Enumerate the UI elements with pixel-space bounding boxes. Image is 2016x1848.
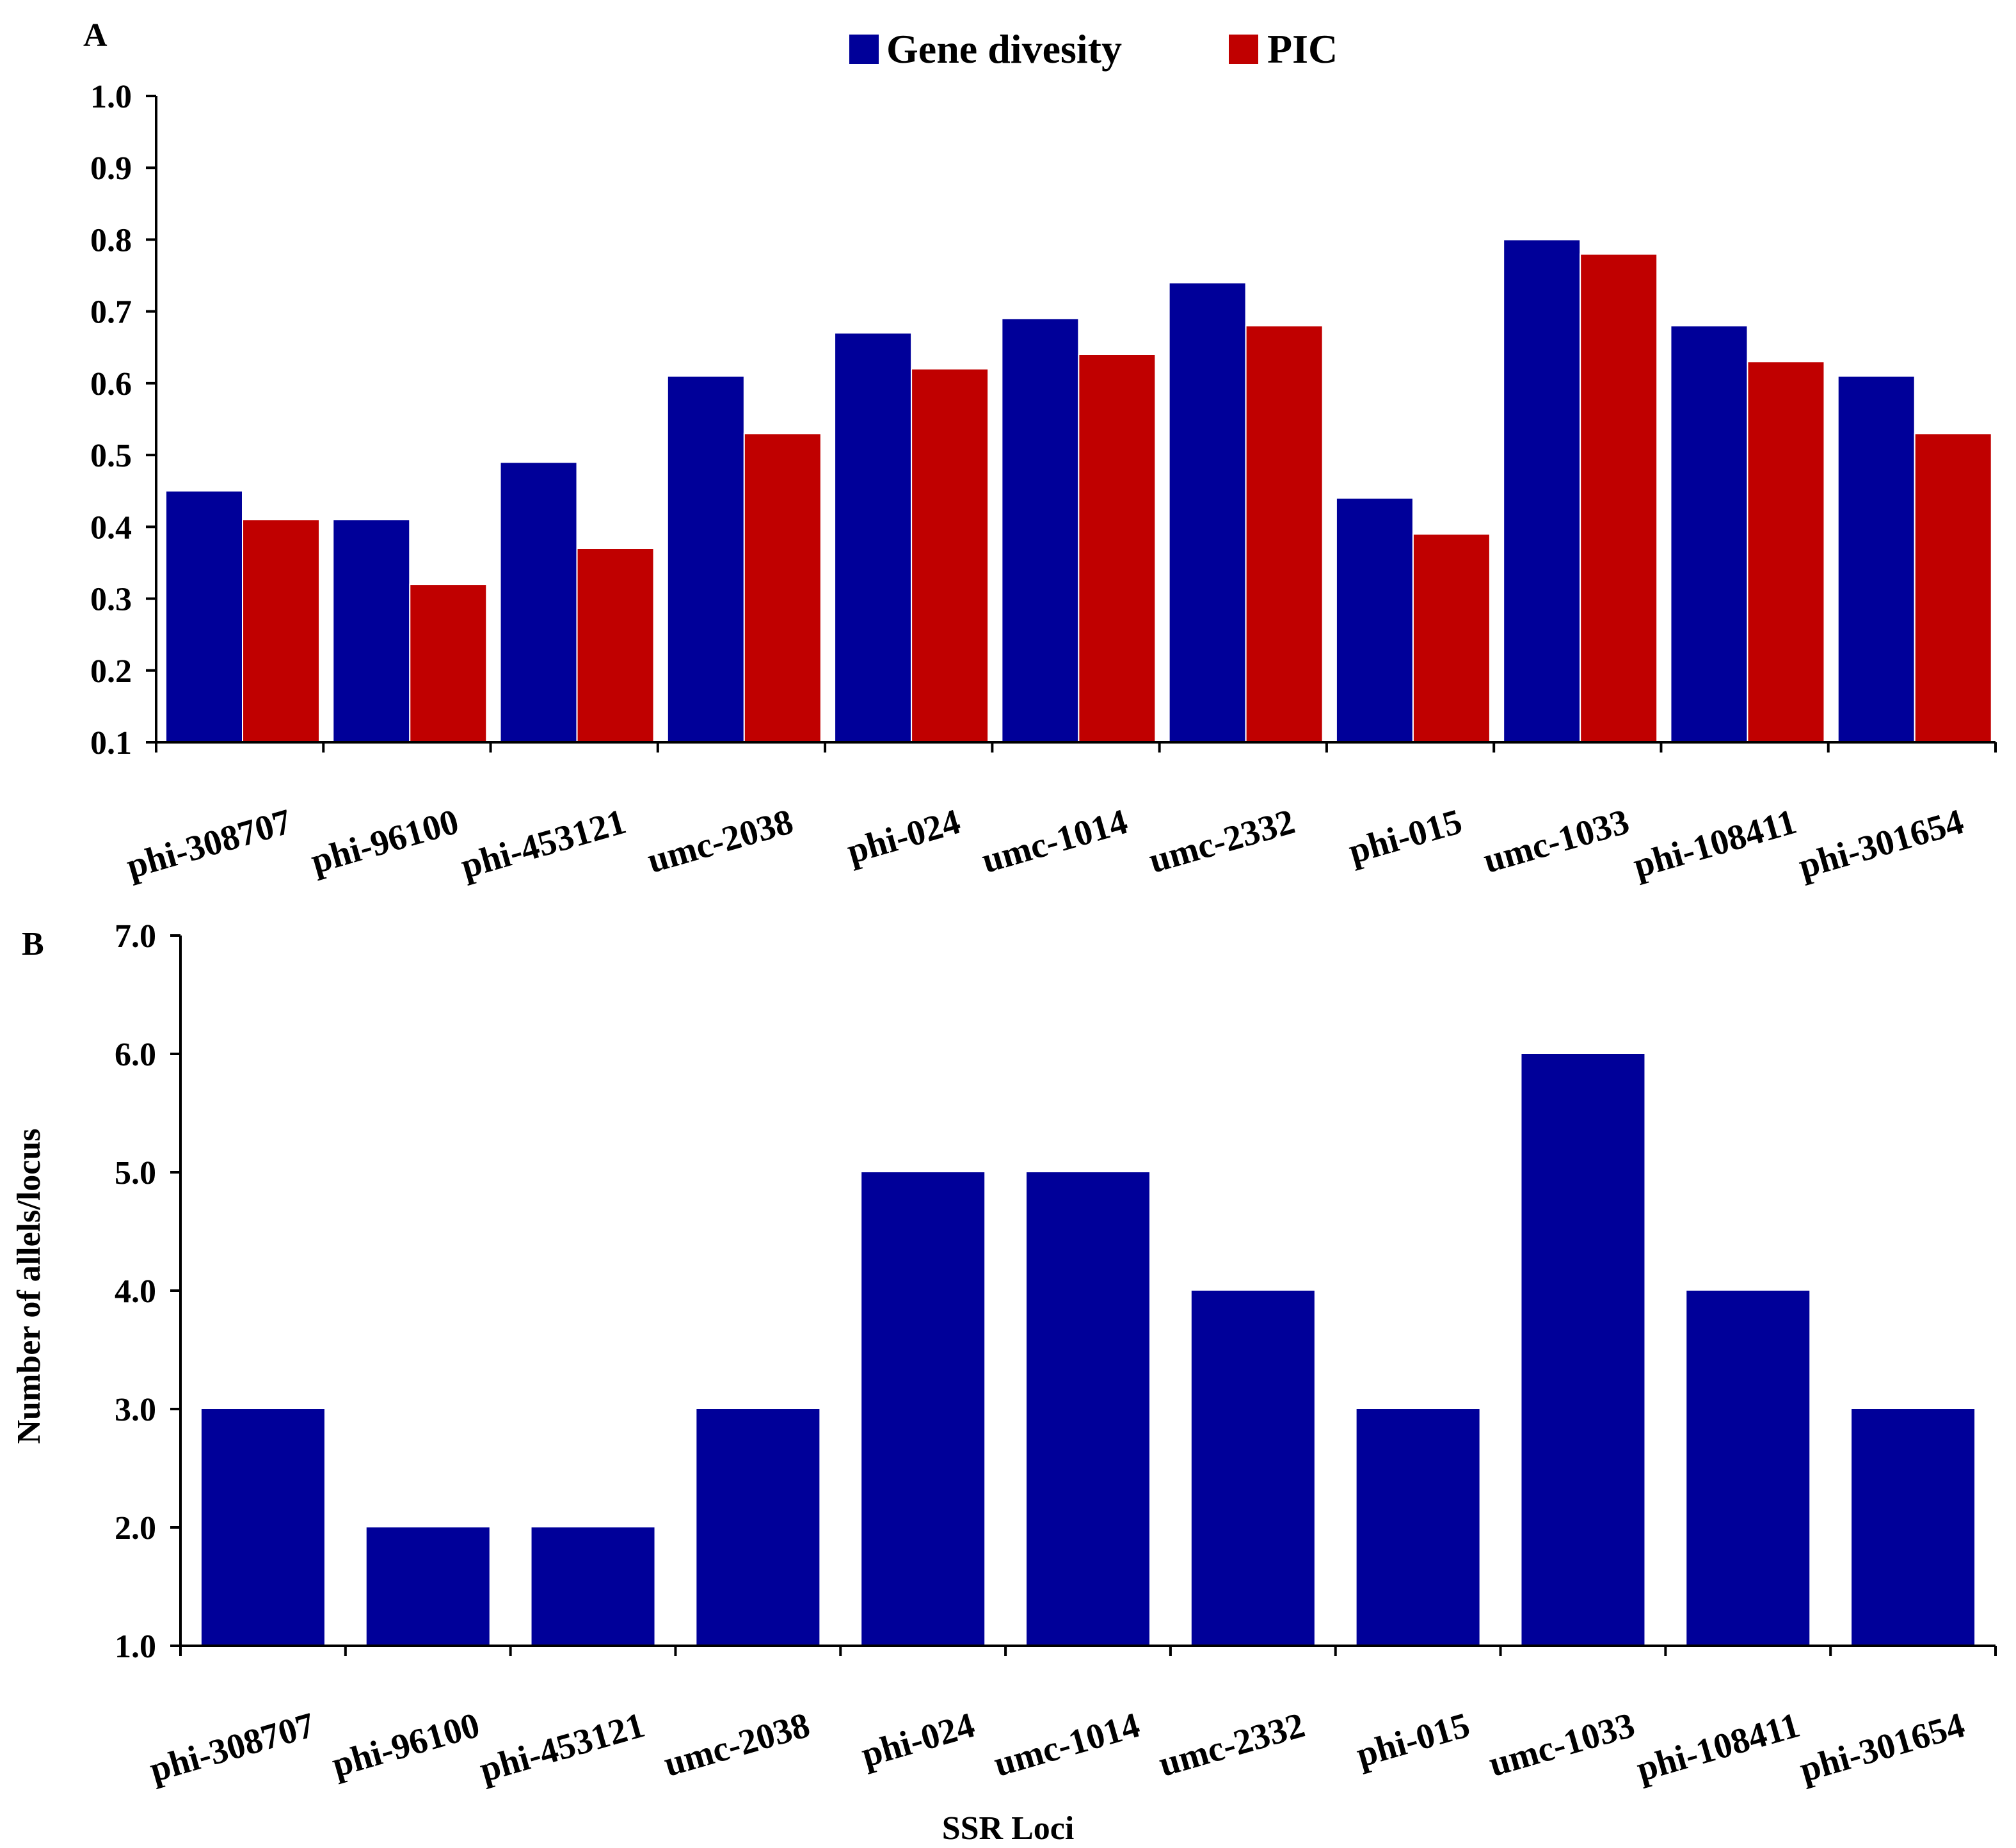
bar-gene-diversity-phi-301654 xyxy=(1837,375,1916,743)
y-tick-label: 1.0 xyxy=(115,1629,156,1665)
bar-pic-phi-96100 xyxy=(409,584,488,743)
bar-gene-diversity-phi-308707 xyxy=(165,490,243,743)
bar-alleles-umc-1033 xyxy=(1521,1054,1645,1646)
x-tick-label-phi-108411: phi-108411 xyxy=(1629,802,1800,886)
bar-alleles-umc-2038 xyxy=(696,1409,820,1646)
x-tick-label-phi-96100: phi-96100 xyxy=(328,1705,484,1785)
x-tick-label-umc-2332: umc-2332 xyxy=(1145,802,1299,881)
bar-pic-phi-015 xyxy=(1412,533,1491,743)
bar-pic-umc-1014 xyxy=(1078,354,1156,743)
y-tick-label: 0.9 xyxy=(90,150,132,187)
y-tick-label: 0.3 xyxy=(90,582,132,618)
y-tick-label: 0.6 xyxy=(90,366,132,402)
bar-pic-umc-2332 xyxy=(1245,325,1324,744)
legend: Gene divesity PIC xyxy=(849,26,1338,72)
panel-b-letter: B xyxy=(22,926,44,962)
x-tick-label-umc-2332: umc-2332 xyxy=(1155,1705,1309,1785)
y-tick-label: 3.0 xyxy=(115,1392,156,1428)
x-tick-label-phi-96100: phi-96100 xyxy=(307,802,463,882)
bar-alleles-phi-015 xyxy=(1356,1409,1480,1646)
panel-b-chart: B SSR Loci Number of allels/locus 1.0 2.0… xyxy=(11,918,1997,1847)
x-axis-title: SSR Loci xyxy=(942,1810,1075,1847)
x-tick-label-umc-1014: umc-1014 xyxy=(977,802,1132,881)
bar-gene-diversity-phi-96100 xyxy=(332,519,411,743)
bar-gene-diversity-umc-2038 xyxy=(666,375,745,743)
x-tick-label-phi-453121: phi-453121 xyxy=(476,1705,649,1790)
bar-pic-phi-108411 xyxy=(1747,361,1825,743)
y-tick-label: 0.7 xyxy=(90,294,132,331)
x-tick-label-phi-108411: phi-108411 xyxy=(1632,1705,1804,1790)
y-axis-title: Number of allels/locus xyxy=(11,1128,47,1444)
bar-pic-phi-453121 xyxy=(576,548,655,743)
x-tick-label-phi-308707: phi-308707 xyxy=(122,802,296,887)
x-tick-label-phi-015: phi-015 xyxy=(1345,802,1467,872)
x-tick-label-phi-024: phi-024 xyxy=(857,1705,979,1775)
legend-swatch-gene-diversity xyxy=(849,35,879,64)
panel-a-letter: A xyxy=(83,17,108,54)
bar-gene-diversity-umc-2332 xyxy=(1168,282,1247,743)
x-tick-label-umc-1014: umc-1014 xyxy=(989,1705,1144,1785)
x-tick-label-phi-015: phi-015 xyxy=(1352,1705,1475,1775)
bar-gene-diversity-umc-1033 xyxy=(1503,239,1581,743)
bar-alleles-phi-301654 xyxy=(1852,1409,1975,1646)
bar-alleles-umc-2332 xyxy=(1191,1291,1315,1646)
bar-pic-umc-2038 xyxy=(743,433,822,743)
bar-alleles-phi-453121 xyxy=(531,1527,655,1646)
y-tick-label: 7.0 xyxy=(115,918,156,955)
panel-a-chart: A Gene divesity PIC 0.1 0.2 0.3 0.4 0.5 0.6 0.… xyxy=(83,17,1997,887)
x-tick-label-phi-453121: phi-453121 xyxy=(456,802,630,887)
y-tick-label: 0.1 xyxy=(90,725,132,761)
x-tick-label-phi-301654: phi-301654 xyxy=(1795,1705,1969,1790)
bar-gene-diversity-umc-1014 xyxy=(1001,317,1080,743)
x-tick-label-umc-2038: umc-2038 xyxy=(660,1705,814,1785)
x-tick-label-umc-1033: umc-1033 xyxy=(1485,1705,1639,1785)
bar-gene-diversity-phi-453121 xyxy=(499,461,578,743)
bar-pic-phi-308707 xyxy=(242,519,320,743)
x-tick-label-phi-308707: phi-308707 xyxy=(145,1705,319,1790)
y-tick-label: 0.8 xyxy=(90,222,132,259)
bar-alleles-phi-024 xyxy=(861,1172,985,1646)
x-tick-label-umc-1033: umc-1033 xyxy=(1479,802,1633,881)
bar-gene-diversity-phi-024 xyxy=(834,332,913,743)
bar-alleles-umc-1014 xyxy=(1027,1172,1149,1646)
bar-pic-phi-024 xyxy=(911,368,989,743)
bar-gene-diversity-phi-015 xyxy=(1335,497,1414,743)
bar-gene-diversity-phi-108411 xyxy=(1670,325,1748,744)
bar-alleles-phi-96100 xyxy=(366,1527,490,1646)
y-tick-label: 0.2 xyxy=(90,653,132,690)
bar-alleles-phi-108411 xyxy=(1686,1291,1810,1646)
legend-label-pic: PIC xyxy=(1267,26,1338,72)
x-tick-label-phi-301654: phi-301654 xyxy=(1795,802,1968,887)
y-tick-label: 5.0 xyxy=(115,1155,156,1191)
x-tick-label-phi-024: phi-024 xyxy=(843,802,965,872)
y-tick-label: 0.4 xyxy=(90,509,132,546)
bar-pic-umc-1033 xyxy=(1580,253,1658,743)
bar-alleles-phi-308707 xyxy=(201,1409,324,1646)
legend-swatch-pic xyxy=(1229,35,1258,64)
bar-pic-phi-301654 xyxy=(1914,433,1992,743)
legend-label-gene-diversity: Gene divesity xyxy=(886,26,1122,72)
x-tick-label-umc-2038: umc-2038 xyxy=(643,802,797,881)
y-tick-label: 1.0 xyxy=(90,79,132,115)
y-tick-label: 0.5 xyxy=(90,438,132,474)
y-tick-label: 2.0 xyxy=(115,1510,156,1547)
y-tick-label: 6.0 xyxy=(115,1037,156,1073)
y-tick-label: 4.0 xyxy=(115,1273,156,1310)
